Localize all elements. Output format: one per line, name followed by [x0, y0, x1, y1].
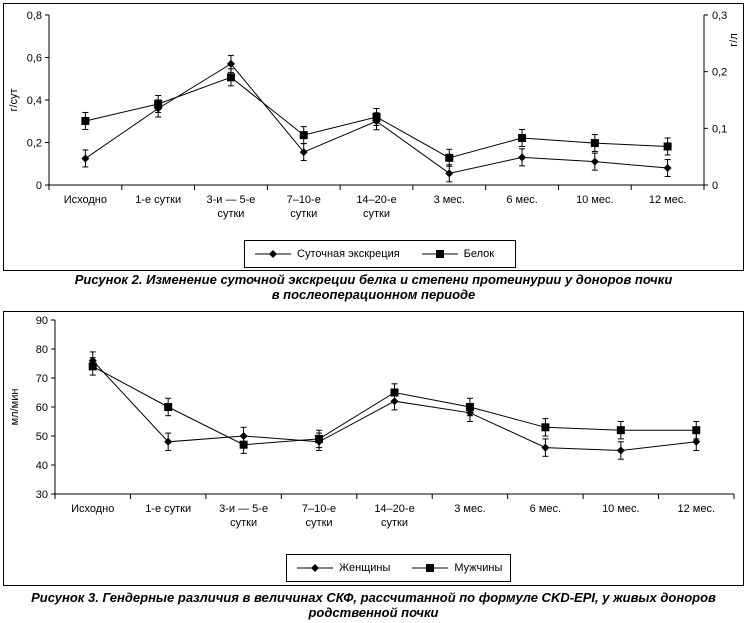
- legend-item-women: Женщины: [297, 562, 390, 574]
- x-tick-label: 3-и — 5-е: [206, 194, 255, 206]
- data-point-square: [616, 426, 625, 435]
- y-tick-label: 60: [36, 402, 48, 414]
- x-tick-label: 14–20-е: [356, 194, 396, 206]
- data-point-diamond: [164, 437, 173, 446]
- caption-line-1: Рисунок 3. Гендерные различия в величина…: [31, 590, 716, 605]
- x-tick-label: сутки: [230, 517, 257, 529]
- x-tick-label: 3-и — 5-е: [219, 503, 268, 515]
- data-point-diamond: [299, 148, 308, 157]
- x-tick-label: 10 мес.: [602, 503, 640, 515]
- caption-line-2: в послеоперационном периоде: [271, 287, 476, 302]
- y-axis-label: мл/мин: [9, 389, 21, 426]
- data-point-square: [445, 153, 454, 162]
- y-tick-label: 70: [36, 373, 48, 385]
- y-tick-label: 0: [36, 180, 42, 192]
- data-point-square: [692, 426, 701, 435]
- y-tick-label: 80: [36, 344, 48, 356]
- y-tick-label: 90: [36, 315, 48, 327]
- figure-2-caption: Рисунок 2. Изменение суточной экскреции …: [0, 272, 747, 302]
- data-point-diamond: [81, 154, 90, 163]
- square-marker-icon: [421, 250, 458, 258]
- y-tick-label: 30: [36, 489, 48, 501]
- data-point-square: [88, 362, 97, 371]
- y-tick-label: 0,8: [27, 10, 42, 22]
- chart-panel-1: 0 0,2 0,4 0,6 0,8 Исходно 1-е сутки 3-и — 5-е су…: [3, 3, 744, 271]
- x-tick-label: сутки: [363, 208, 390, 220]
- x-tick-label: Исходно: [71, 503, 114, 515]
- diamond-marker-icon: [255, 250, 291, 258]
- data-point-diamond: [616, 446, 625, 455]
- x-tick-label: 6 мес.: [530, 503, 561, 515]
- x-tick-label: 1-е сутки: [145, 503, 191, 515]
- chart-panel-2: 30 40 50 60 70 80 90 Исходно 1-е сутки 3-и — 5-е с…: [3, 311, 744, 586]
- data-point-square: [541, 423, 550, 432]
- y-tick-label: 0,6: [27, 53, 42, 65]
- square-marker-icon: [412, 564, 449, 572]
- data-point-diamond: [518, 153, 527, 162]
- data-point-square: [81, 116, 90, 125]
- legend-item-men: Мужчины: [412, 562, 502, 574]
- data-point-diamond: [226, 59, 235, 68]
- y-tick-label: 0,4: [27, 95, 42, 107]
- data-point-square: [372, 113, 381, 121]
- diamond-marker-icon: [297, 564, 333, 572]
- data-point-square: [465, 403, 474, 411]
- data-point-square: [154, 99, 163, 108]
- x-tick-label: сутки: [306, 517, 333, 529]
- data-point-square: [239, 440, 248, 449]
- x-tick-label: 7–10-е: [287, 194, 321, 206]
- x-tick-label: 12 мес.: [649, 194, 687, 206]
- data-point-diamond: [590, 157, 599, 166]
- x-tick-label: 3 мес.: [454, 503, 485, 515]
- data-point-square: [390, 388, 399, 397]
- x-tick-label: 3 мес.: [434, 194, 465, 206]
- chart-2-legend: Женщины Мужчины: [286, 554, 511, 582]
- x-tick-label: 7–10-е: [302, 503, 336, 515]
- legend-label-series-1: Суточная экскреция: [297, 248, 400, 260]
- data-point-square: [299, 131, 308, 140]
- x-tick-label: сутки: [217, 208, 244, 220]
- y-tick-label: 50: [36, 431, 48, 443]
- data-point-square: [518, 133, 527, 142]
- x-tick-label: сутки: [381, 517, 408, 529]
- y2-tick-label: 0,3: [712, 10, 727, 22]
- y-axis-label: г/сут: [8, 88, 20, 111]
- legend-label-women: Женщины: [339, 562, 391, 574]
- data-point-diamond: [692, 437, 701, 446]
- legend-item-series-2: Белок: [421, 248, 495, 260]
- data-point-square: [590, 139, 599, 148]
- x-tick-label: 6 мес.: [506, 194, 537, 206]
- data-point-square: [315, 434, 324, 443]
- x-tick-label: 1-е сутки: [135, 194, 181, 206]
- chart-1-legend: Суточная экскреция Белок: [244, 240, 516, 268]
- caption-line-2: родственной почки: [308, 605, 439, 620]
- y-tick-label: 40: [36, 460, 48, 472]
- y2-tick-label: 0: [712, 180, 718, 192]
- chart-2: 30 40 50 60 70 80 90 Исходно 1-е сутки 3-и — 5-е с…: [9, 315, 735, 529]
- caption-line-1: Рисунок 2. Изменение суточной экскреции …: [74, 272, 673, 287]
- figure-3-caption: Рисунок 3. Гендерные различия в величина…: [0, 590, 747, 620]
- x-tick-label: 14–20-е: [374, 503, 414, 515]
- x-tick-label: сутки: [290, 208, 317, 220]
- x-tick-label: Исходно: [64, 194, 107, 206]
- legend-item-series-1: Суточная экскреция: [255, 248, 400, 260]
- data-point-square: [226, 73, 235, 82]
- x-tick-label: 10 мес.: [576, 194, 614, 206]
- data-point-square: [663, 142, 672, 151]
- y2-tick-label: 0,1: [712, 123, 727, 135]
- y2-axis-label: г/л: [728, 33, 740, 47]
- data-point-diamond: [445, 169, 454, 178]
- data-point-diamond: [541, 443, 550, 452]
- y2-tick-label: 0,2: [712, 67, 727, 79]
- data-point-square: [164, 403, 173, 411]
- legend-label-series-2: Белок: [463, 248, 495, 260]
- chart-1: 0 0,2 0,4 0,6 0,8 Исходно 1-е сутки 3-и — 5-е су…: [8, 10, 740, 220]
- y-tick-label: 0,2: [27, 138, 42, 150]
- x-tick-label: 12 мес.: [678, 503, 716, 515]
- data-point-diamond: [663, 164, 672, 172]
- legend-label-men: Мужчины: [454, 562, 503, 574]
